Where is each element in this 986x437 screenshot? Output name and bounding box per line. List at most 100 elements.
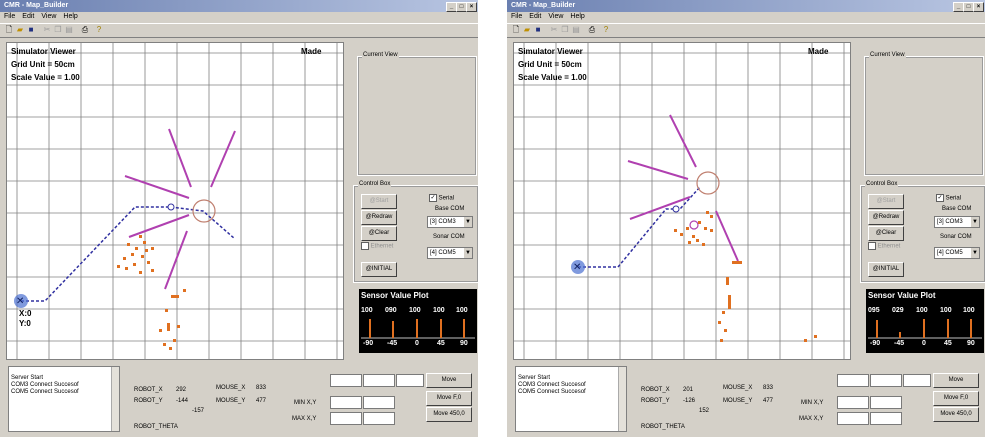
max-x-input[interactable]: [837, 412, 869, 425]
start-button[interactable]: @Start: [868, 194, 904, 209]
log-scrollbar[interactable]: [111, 367, 119, 431]
menu-edit[interactable]: Edit: [529, 13, 542, 20]
base-com-label: Base COM: [942, 206, 972, 212]
robot-x-value: 201: [683, 387, 694, 393]
menu-view[interactable]: View: [41, 13, 57, 20]
print-icon[interactable]: ⎙: [81, 25, 89, 34]
log-list[interactable]: Server Start COM3 Connect Succesof COM5 …: [515, 366, 627, 432]
paste-icon[interactable]: ▤: [65, 25, 73, 34]
move-theta-input[interactable]: [903, 374, 931, 387]
copy-icon[interactable]: ❐: [561, 25, 569, 34]
cut-icon[interactable]: ✂: [550, 25, 558, 34]
bottom-panel: Server Start COM3 Connect Succesof COM5 …: [507, 360, 985, 437]
mouse-x-label: MOUSE_X: [723, 385, 753, 391]
simulator-viewer[interactable]: ✕ Simulator Viewer Grid Unit = 50cm Scal…: [513, 42, 851, 360]
start-marker: [571, 260, 585, 274]
waypoint-marker: [672, 205, 680, 213]
close-icon[interactable]: ×: [973, 2, 984, 12]
map-builder-window-1: CMR - Map_Builder _ □ × File Edit View Help…: [0, 0, 478, 437]
simulator-viewer[interactable]: ✕ Simulator Viewer Grid Unit = 50cm Scal…: [6, 42, 344, 360]
grid-lines: [7, 43, 343, 359]
initial-button[interactable]: @INITIAL: [868, 262, 904, 277]
new-file-icon[interactable]: 🗋: [512, 25, 520, 34]
menu-help[interactable]: Help: [63, 13, 78, 20]
map-canvas[interactable]: ✕: [514, 43, 850, 359]
min-x-input[interactable]: [330, 396, 362, 409]
chevron-down-icon[interactable]: ▼: [971, 248, 979, 258]
max-x-input[interactable]: [330, 412, 362, 425]
log-line: COM5 Connect Succesof: [11, 389, 79, 395]
grid-unit-label: Grid Unit = 50cm: [518, 60, 582, 69]
redraw-button[interactable]: @Redraw: [361, 210, 397, 225]
redraw-button[interactable]: @Redraw: [868, 210, 904, 225]
sonar-com-select[interactable]: [4] COM5 ▼: [934, 247, 980, 259]
move-x-input[interactable]: [837, 374, 869, 387]
clear-button[interactable]: @Clear: [868, 226, 904, 241]
max-y-input[interactable]: [870, 412, 902, 425]
open-folder-icon[interactable]: ▰: [523, 25, 531, 34]
move-x-input[interactable]: [330, 374, 362, 387]
start-button[interactable]: @Start: [361, 194, 397, 209]
move-button[interactable]: Move: [933, 373, 979, 388]
min-y-input[interactable]: [870, 396, 902, 409]
sensor-angle: -90: [363, 340, 374, 347]
help-icon[interactable]: ?: [603, 25, 609, 34]
obstacle-points: [674, 211, 817, 342]
move-f0-button[interactable]: Move F,0: [933, 391, 979, 406]
move-450-button[interactable]: Move 450,0: [933, 407, 979, 422]
chevron-down-icon[interactable]: ▼: [464, 217, 472, 227]
map-canvas[interactable]: ✕: [7, 43, 343, 359]
menu-help[interactable]: Help: [570, 13, 585, 20]
sensor-value: 100: [940, 307, 952, 314]
menu-edit[interactable]: Edit: [22, 13, 35, 20]
move-y-input[interactable]: [870, 374, 902, 387]
robot-theta-value: 152: [699, 408, 710, 414]
serial-checkbox[interactable]: ✓: [936, 194, 944, 202]
sensor-plot-title: Sensor Value Plot: [361, 291, 429, 300]
sensor-angle: 45: [437, 340, 445, 347]
sensor-bars: [868, 319, 982, 339]
max-xy-label: MAX X,Y: [799, 416, 824, 422]
min-x-input[interactable]: [837, 396, 869, 409]
ethernet-checkbox[interactable]: [868, 242, 876, 250]
max-y-input[interactable]: [363, 412, 395, 425]
robot-theta-label: ROBOT_THETA: [134, 424, 178, 430]
log-scrollbar[interactable]: [618, 367, 626, 431]
svg-text:✕: ✕: [573, 262, 581, 273]
save-icon[interactable]: ■: [535, 25, 541, 34]
paste-icon[interactable]: ▤: [572, 25, 580, 34]
robot-y-value: -144: [176, 398, 189, 404]
move-450-button[interactable]: Move 450,0: [426, 407, 472, 422]
clear-button[interactable]: @Clear: [361, 226, 397, 241]
log-line: COM3 Connect Succesof: [518, 382, 586, 388]
move-theta-input[interactable]: [396, 374, 424, 387]
help-icon[interactable]: ?: [96, 25, 102, 34]
chevron-down-icon[interactable]: ▼: [464, 248, 472, 258]
initial-button[interactable]: @INITIAL: [361, 262, 397, 277]
viewer-title: Simulator Viewer: [11, 47, 76, 56]
move-y-input[interactable]: [363, 374, 395, 387]
ethernet-checkbox[interactable]: [361, 242, 369, 250]
new-file-icon[interactable]: 🗋: [5, 25, 13, 34]
base-com-select[interactable]: [3] COM3 ▼: [427, 216, 473, 228]
move-f0-button[interactable]: Move F,0: [426, 391, 472, 406]
print-icon[interactable]: ⎙: [588, 25, 596, 34]
serial-checkbox[interactable]: ✓: [429, 194, 437, 202]
sensor-value: 100: [963, 307, 975, 314]
save-icon[interactable]: ■: [28, 25, 34, 34]
chevron-down-icon[interactable]: ▼: [971, 217, 979, 227]
menu-view[interactable]: View: [548, 13, 564, 20]
sonar-com-select[interactable]: [4] COM5 ▼: [427, 247, 473, 259]
menu-file[interactable]: File: [4, 13, 16, 20]
close-icon[interactable]: ×: [466, 2, 477, 12]
log-list[interactable]: Server Start COM3 Connect Succesof COM5 …: [8, 366, 120, 432]
min-y-input[interactable]: [363, 396, 395, 409]
cut-icon[interactable]: ✂: [43, 25, 51, 34]
sensor-angle: 90: [460, 340, 468, 347]
menu-file[interactable]: File: [511, 13, 523, 20]
copy-icon[interactable]: ❐: [54, 25, 62, 34]
base-com-select[interactable]: [3] COM3 ▼: [934, 216, 980, 228]
base-com-label: Base COM: [435, 206, 465, 212]
move-button[interactable]: Move: [426, 373, 472, 388]
open-folder-icon[interactable]: ▰: [16, 25, 24, 34]
